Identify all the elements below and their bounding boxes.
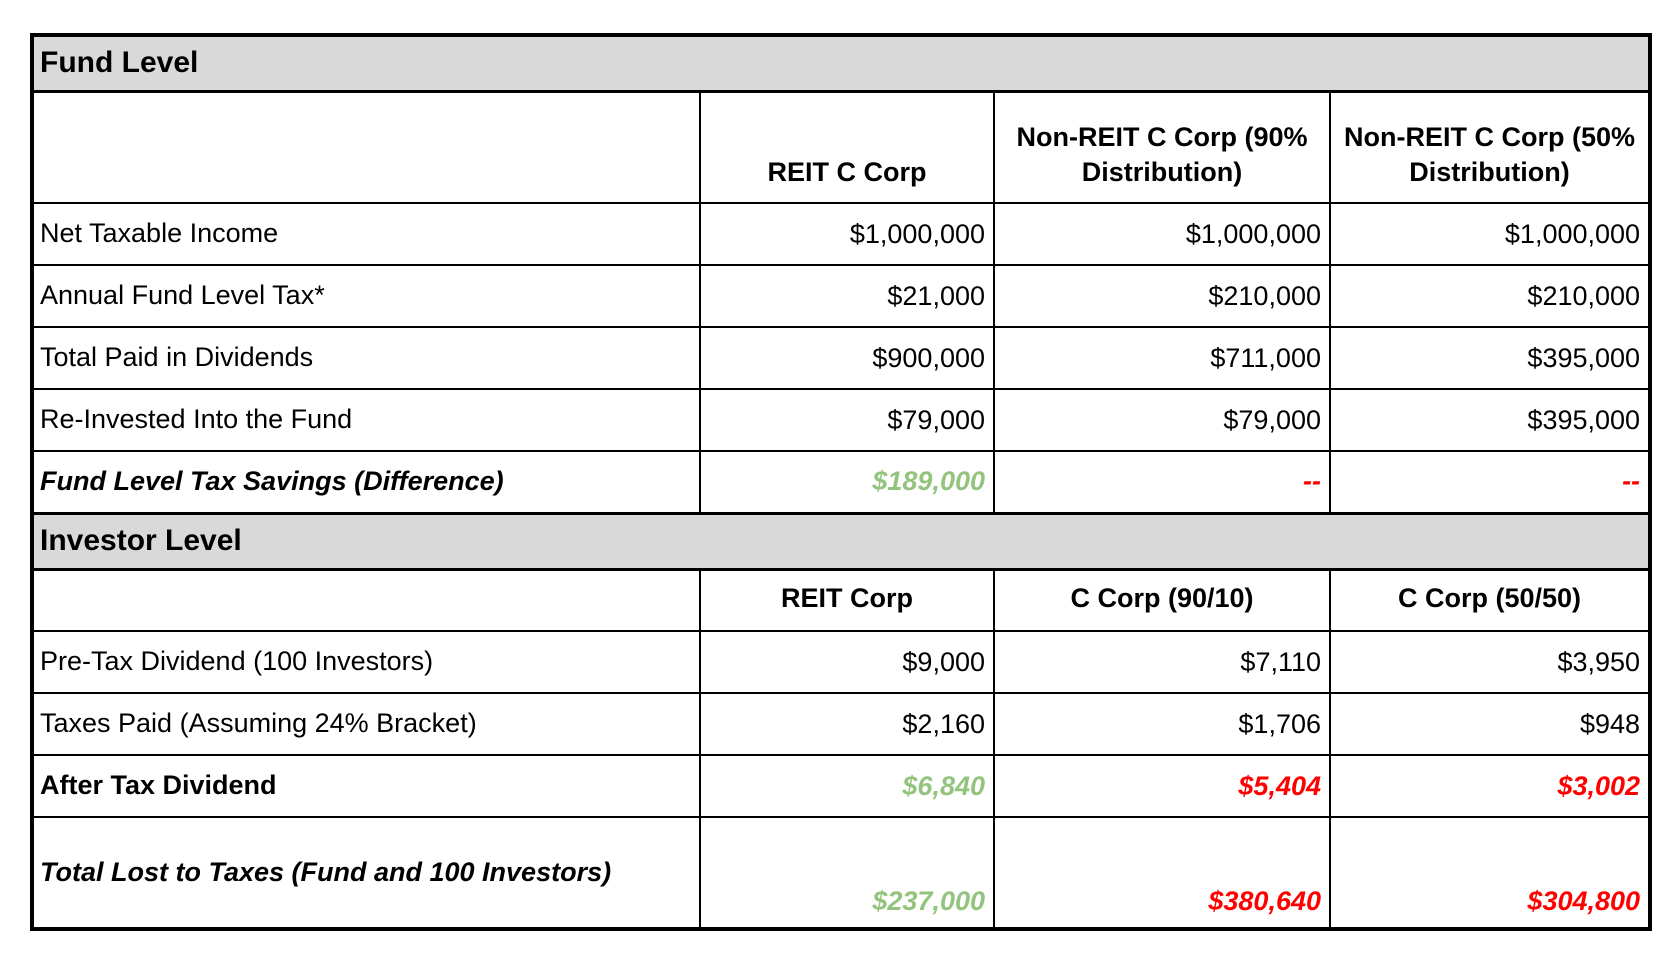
row-label: Fund Level Tax Savings (Difference) [31, 450, 701, 514]
reit-tax-comparison-table: Fund Level REIT C Corp Non-REIT C Corp (… [30, 33, 1653, 931]
cell-value: $1,706 [993, 692, 1331, 756]
column-header-empty [31, 90, 701, 204]
row-total-lost-to-taxes: Total Lost to Taxes (Fund and 100 Invest… [31, 816, 1652, 930]
column-header-empty [31, 568, 701, 632]
cell-value: $2,160 [699, 692, 995, 756]
fund-level-column-header-row: REIT C Corp Non-REIT C Corp (90% Distrib… [31, 90, 1652, 204]
cell-value-negative: -- [993, 450, 1331, 514]
cell-value: $395,000 [1328, 326, 1652, 390]
row-label: Total Lost to Taxes (Fund and 100 Invest… [31, 816, 701, 930]
row-reinvested-into-fund: Re-Invested Into the Fund $79,000 $79,00… [31, 388, 1652, 452]
cell-value: $79,000 [699, 388, 995, 452]
cell-value-positive: $237,000 [699, 816, 995, 930]
cell-value: $711,000 [993, 326, 1331, 390]
row-label: After Tax Dividend [31, 754, 701, 818]
cell-value: $9,000 [699, 630, 995, 694]
cell-value: $395,000 [1328, 388, 1652, 452]
investor-level-column-header-row: REIT Corp C Corp (90/10) C Corp (50/50) [31, 568, 1652, 632]
row-label: Re-Invested Into the Fund [31, 388, 701, 452]
investor-level-section-row: Investor Level [30, 511, 1652, 571]
row-label: Taxes Paid (Assuming 24% Bracket) [31, 692, 701, 756]
column-header-nonreit-50: Non-REIT C Corp (50% Distribution) [1328, 90, 1652, 204]
cell-value: $210,000 [1328, 264, 1652, 328]
cell-value-negative: $380,640 [993, 816, 1331, 930]
cell-value-positive: $6,840 [699, 754, 995, 818]
cell-value: $21,000 [699, 264, 995, 328]
cell-value-negative: -- [1328, 450, 1652, 514]
column-header-c-corp-50-50: C Corp (50/50) [1328, 568, 1652, 632]
row-fund-level-tax-savings: Fund Level Tax Savings (Difference) $189… [31, 450, 1652, 514]
cell-value: $7,110 [993, 630, 1331, 694]
row-label: Total Paid in Dividends [31, 326, 701, 390]
section-title-investor-level: Investor Level [30, 511, 1652, 571]
row-net-taxable-income: Net Taxable Income $1,000,000 $1,000,000… [31, 202, 1652, 266]
cell-value-negative: $304,800 [1328, 816, 1652, 930]
row-label: Net Taxable Income [31, 202, 701, 266]
row-after-tax-dividend: After Tax Dividend $6,840 $5,404 $3,002 [31, 754, 1652, 818]
row-total-paid-in-dividends: Total Paid in Dividends $900,000 $711,00… [31, 326, 1652, 390]
row-label: Annual Fund Level Tax* [31, 264, 701, 328]
cell-value: $900,000 [699, 326, 995, 390]
row-label: Pre-Tax Dividend (100 Investors) [31, 630, 701, 694]
cell-value: $1,000,000 [993, 202, 1331, 266]
column-header-reit-c-corp: REIT C Corp [699, 90, 995, 204]
column-header-reit-corp: REIT Corp [699, 568, 995, 632]
cell-value: $210,000 [993, 264, 1331, 328]
cell-value-negative: $5,404 [993, 754, 1331, 818]
section-title-fund-level: Fund Level [30, 33, 1652, 93]
row-taxes-paid: Taxes Paid (Assuming 24% Bracket) $2,160… [31, 692, 1652, 756]
row-annual-fund-level-tax: Annual Fund Level Tax* $21,000 $210,000 … [31, 264, 1652, 328]
cell-value-negative: $3,002 [1328, 754, 1652, 818]
cell-value-positive: $189,000 [699, 450, 995, 514]
row-pretax-dividend: Pre-Tax Dividend (100 Investors) $9,000 … [31, 630, 1652, 694]
column-header-c-corp-90-10: C Corp (90/10) [993, 568, 1331, 632]
cell-value: $3,950 [1328, 630, 1652, 694]
cell-value: $948 [1328, 692, 1652, 756]
cell-value: $1,000,000 [699, 202, 995, 266]
cell-value: $1,000,000 [1328, 202, 1652, 266]
fund-level-section-row: Fund Level [30, 33, 1652, 93]
column-header-nonreit-90: Non-REIT C Corp (90% Distribution) [993, 90, 1331, 204]
cell-value: $79,000 [993, 388, 1331, 452]
